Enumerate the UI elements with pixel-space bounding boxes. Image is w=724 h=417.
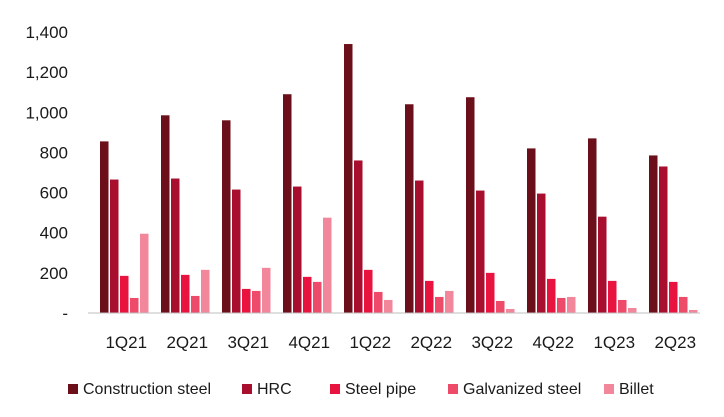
bar-construction-steel-1q21: [100, 141, 109, 313]
bar-steel-pipe-2q22: [425, 280, 434, 313]
legend-label: HRC: [257, 381, 292, 398]
x-tick-label: 1Q23: [593, 333, 635, 352]
y-tick-label: 1,000: [25, 103, 68, 122]
legend-swatch-construction-steel: [68, 384, 78, 394]
y-tick-label: -: [62, 304, 68, 323]
x-axis: 1Q21 2Q21 3Q21 4Q21 1Q22 2Q22 3Q22 4Q22 1Q23 2Q23: [105, 333, 696, 352]
bar-steel-pipe-1q22: [364, 269, 373, 313]
bar-construction-steel-2q22: [405, 104, 414, 313]
bar-galvanized-steel-4q22: [557, 297, 566, 313]
bar-steel-pipe-2q23: [669, 281, 678, 313]
bar-hrc-4q21: [293, 186, 302, 313]
legend: Construction steel HRC Steel pipe Galvanize…: [68, 381, 654, 398]
x-tick-label: 3Q22: [471, 333, 513, 352]
x-tick-label: 4Q21: [288, 333, 330, 352]
bar-galvanized-steel-1q23: [618, 299, 627, 313]
bar-construction-steel-2q21: [161, 115, 170, 313]
bar-construction-steel-1q23: [588, 138, 597, 313]
bar-galvanized-steel-1q22: [374, 291, 383, 313]
x-tick-label: 2Q21: [166, 333, 208, 352]
bar-steel-pipe-1q23: [608, 280, 617, 313]
bar-hrc-2q23: [659, 166, 668, 313]
x-tick-label: 2Q22: [410, 333, 452, 352]
bar-hrc-1q23: [598, 216, 607, 313]
bar-billet-2q22: [445, 290, 454, 313]
bar-hrc-3q21: [232, 189, 241, 313]
bar-hrc-2q21: [171, 178, 180, 313]
y-tick-label: 200: [40, 264, 68, 283]
bar-construction-steel-1q22: [344, 44, 353, 313]
bar-steel-pipe-4q22: [547, 278, 556, 313]
bar-construction-steel-3q22: [466, 97, 475, 313]
bar-construction-steel-4q22: [527, 148, 536, 313]
y-tick-label: 800: [40, 143, 68, 162]
x-tick-label: 1Q22: [349, 333, 391, 352]
y-tick-label: 400: [40, 224, 68, 243]
bar-steel-pipe-3q22: [486, 272, 495, 313]
bar-billet-1q22: [384, 299, 393, 313]
bar-hrc-1q21: [110, 179, 119, 313]
legend-label: Construction steel: [83, 381, 211, 398]
bar-construction-steel-4q21: [283, 94, 292, 313]
x-tick-label: 1Q21: [105, 333, 147, 352]
bar-billet-2q23: [689, 309, 698, 313]
legend-swatch-steel-pipe: [330, 384, 340, 394]
bar-galvanized-steel-2q23: [679, 296, 688, 313]
bar-billet-3q22: [506, 308, 515, 313]
bars: [100, 44, 698, 313]
legend-label: Galvanized steel: [463, 381, 581, 398]
bar-billet-4q21: [323, 217, 332, 313]
legend-swatch-billet: [604, 384, 614, 394]
x-tick-label: 3Q21: [227, 333, 269, 352]
bar-hrc-3q22: [476, 190, 485, 313]
bar-hrc-2q22: [415, 180, 424, 313]
bar-galvanized-steel-2q22: [435, 296, 444, 313]
bar-billet-3q21: [262, 267, 271, 313]
legend-label: Billet: [619, 381, 654, 398]
y-tick-label: 1,400: [25, 23, 68, 42]
bar-billet-2q21: [201, 269, 210, 313]
bar-hrc-1q22: [354, 160, 363, 313]
bar-steel-pipe-1q21: [120, 275, 129, 313]
bar-construction-steel-3q21: [222, 120, 231, 313]
legend-label: Steel pipe: [345, 381, 416, 398]
bar-galvanized-steel-2q21: [191, 295, 200, 313]
y-tick-label: 600: [40, 184, 68, 203]
y-axis: - 200 400 600 800 1,000 1,200 1,400: [25, 23, 68, 323]
bar-construction-steel-2q23: [649, 155, 658, 313]
bar-billet-1q23: [628, 307, 637, 313]
legend-swatch-hrc: [242, 384, 252, 394]
bar-billet-1q21: [140, 233, 149, 313]
bar-steel-pipe-3q21: [242, 288, 251, 313]
bar-steel-pipe-4q21: [303, 276, 312, 313]
bar-hrc-4q22: [537, 193, 546, 313]
bar-galvanized-steel-1q21: [130, 297, 139, 313]
x-tick-label: 4Q22: [532, 333, 574, 352]
bar-galvanized-steel-4q21: [313, 281, 322, 313]
bar-steel-pipe-2q21: [181, 274, 190, 313]
x-tick-label: 2Q23: [654, 333, 696, 352]
bar-billet-4q22: [567, 296, 576, 313]
y-tick-label: 1,200: [25, 63, 68, 82]
bar-galvanized-steel-3q22: [496, 300, 505, 313]
legend-swatch-galvanized-steel: [448, 384, 458, 394]
bar-galvanized-steel-3q21: [252, 290, 261, 313]
